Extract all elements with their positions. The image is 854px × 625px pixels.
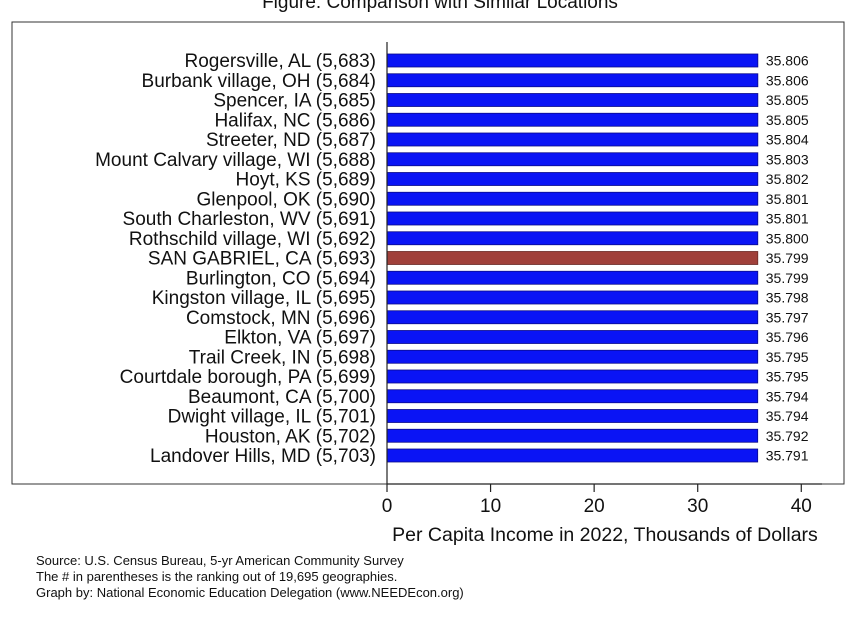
value-label: 35.797 (766, 309, 809, 325)
bar (386, 132, 759, 147)
bar-highlighted (386, 251, 759, 265)
value-label: 35.792 (766, 428, 809, 444)
credit-note: Graph by: National Economic Education De… (36, 585, 464, 600)
value-label: 35.798 (766, 290, 809, 306)
value-label: 35.804 (766, 132, 809, 148)
bars (386, 53, 759, 463)
bar (386, 172, 759, 186)
category-label: South Charleston, WV (5,691) (123, 209, 376, 230)
value-label: 35.795 (766, 369, 809, 385)
category-label: Comstock, MN (5,696) (186, 308, 376, 329)
value-label: 35.806 (766, 72, 809, 88)
bar (386, 369, 759, 384)
x-axis-title: Per Capita Income in 2022, Thousands of … (392, 524, 818, 546)
ranking-note: The # in parentheses is the ranking out … (36, 569, 398, 584)
category-label: Courtdale borough, PA (5,699) (120, 367, 376, 388)
category-label: Hoyt, KS (5,689) (236, 170, 376, 191)
bar (386, 53, 759, 68)
category-label: Burlington, CO (5,694) (186, 268, 376, 289)
value-label: 35.803 (766, 151, 809, 167)
value-label: 35.801 (766, 211, 809, 227)
value-label: 35.806 (766, 53, 809, 69)
x-tick-label: 0 (382, 496, 393, 517)
value-label: 35.801 (766, 191, 809, 207)
category-label: Spencer, IA (5,685) (213, 91, 376, 112)
value-label: 35.795 (766, 349, 809, 365)
bar (386, 270, 759, 285)
value-label: 35.800 (766, 230, 809, 246)
x-tick-label: 20 (584, 496, 605, 517)
category-label: Halifax, NC (5,686) (214, 110, 376, 131)
value-label: 35.794 (766, 408, 809, 424)
value-label: 35.794 (766, 388, 809, 404)
bar (386, 231, 759, 246)
bar (386, 93, 759, 107)
category-label: Elkton, VA (5,697) (224, 328, 376, 349)
bar (386, 349, 759, 364)
value-label: 35.805 (766, 92, 809, 108)
x-tick-label: 10 (480, 496, 501, 517)
category-label: Landover Hills, MD (5,703) (150, 446, 376, 467)
category-label: Beaumont, CA (5,700) (188, 387, 376, 408)
bar (386, 112, 759, 127)
footer-notes: Source: U.S. Census Bureau, 5-yr America… (36, 553, 464, 601)
bar (386, 428, 759, 443)
value-label: 35.799 (766, 250, 809, 266)
category-label: Rogersville, AL (5,683) (184, 51, 376, 72)
x-tick-label: 30 (687, 496, 708, 517)
category-label: Mount Calvary village, WI (5,688) (95, 150, 376, 171)
x-tick-label: 40 (791, 496, 812, 517)
category-label: Houston, AK (5,702) (205, 426, 376, 447)
category-label: Trail Creek, IN (5,698) (189, 347, 376, 368)
bar (386, 73, 759, 88)
value-label: 35.799 (766, 270, 809, 286)
category-label: Burbank village, OH (5,684) (142, 71, 376, 92)
value-labels: 35.806 35.806 35.805 35.805 35.804 35.803 35.8… (766, 53, 809, 464)
value-label: 35.805 (766, 112, 809, 128)
value-label: 35.802 (766, 171, 809, 187)
bar (386, 448, 759, 463)
bar (386, 330, 759, 344)
bar (386, 191, 759, 206)
x-axis-ticks: 0 10 20 30 40 (382, 484, 812, 517)
category-label: SAN GABRIEL, CA (5,693) (148, 249, 376, 270)
bar (386, 152, 759, 167)
source-note: Source: U.S. Census Bureau, 5-yr America… (36, 553, 404, 568)
chart-title: Figure: Comparison with Similar Location… (262, 0, 618, 13)
category-label: Kingston village, IL (5,695) (152, 288, 376, 309)
value-label: 35.791 (766, 448, 809, 464)
bar (386, 211, 759, 226)
bar (386, 389, 759, 404)
category-label: Rothschild village, WI (5,692) (129, 229, 376, 250)
value-label: 35.796 (766, 329, 809, 345)
category-label: Streeter, ND (5,687) (206, 130, 376, 151)
category-label: Dwight village, IL (5,701) (168, 407, 376, 428)
category-labels: Rogersville, AL (5,683)Burbank village, … (95, 51, 376, 467)
category-label: Glenpool, OK (5,690) (196, 189, 376, 210)
bar (386, 290, 759, 305)
bar (386, 310, 759, 325)
bar (386, 409, 759, 423)
